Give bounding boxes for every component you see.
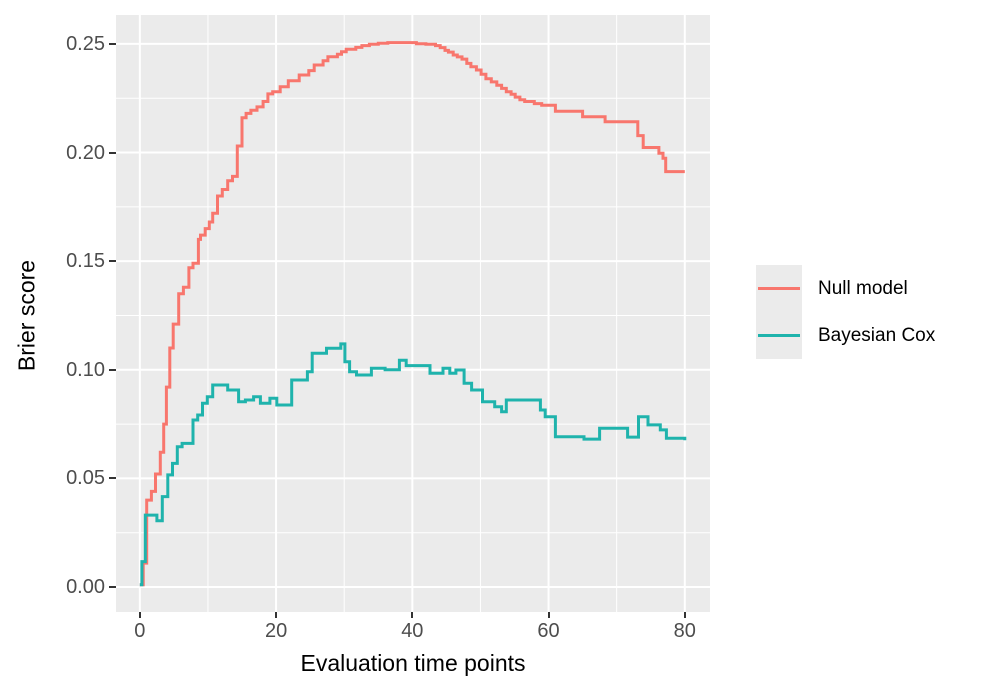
legend: Null model Bayesian Cox: [756, 265, 935, 359]
y-tick-label: 0.20: [66, 141, 105, 164]
y-tick-mark: [109, 260, 116, 263]
x-tick-label: 60: [537, 620, 560, 642]
legend-entry-null-model: Null model: [756, 265, 935, 312]
y-tick-label: 0.15: [66, 250, 105, 273]
y-tick-mark: [109, 151, 116, 154]
series-null-model: [139, 41, 685, 587]
legend-key-null-model: [756, 265, 802, 312]
y-tick-mark: [109, 368, 116, 371]
x-tick-mark: [138, 612, 141, 618]
y-tick-label: 0.05: [66, 467, 105, 490]
y-tick-label: 0.10: [66, 358, 105, 381]
y-axis-title: Brier score: [13, 259, 40, 372]
y-tick-label: 0.25: [66, 32, 105, 55]
series-bayesian-cox: [139, 342, 687, 587]
legend-entry-bayesian-cox: Bayesian Cox: [756, 312, 935, 359]
y-tick-mark: [109, 42, 116, 45]
null-model-line-swatch: [758, 287, 800, 290]
y-tick-mark: [109, 477, 116, 480]
legend-label-bayesian-cox: Bayesian Cox: [818, 324, 936, 346]
x-tick-label: 40: [401, 620, 424, 642]
y-tick-label: 0.00: [66, 576, 105, 599]
x-axis-title: Evaluation time points: [300, 650, 526, 676]
legend-key-bayesian-cox: [756, 312, 802, 359]
x-tick-mark: [683, 612, 686, 618]
legend-label-null-model: Null model: [818, 277, 908, 299]
x-tick-mark: [547, 612, 550, 618]
x-tick-label: 80: [673, 620, 696, 642]
x-tick-label: 0: [134, 620, 146, 642]
x-tick-mark: [411, 612, 414, 618]
plot-area-svg: [116, 15, 710, 612]
bayesian-cox-line-swatch: [758, 334, 800, 337]
x-tick-label: 20: [264, 620, 288, 642]
plot-panel: [116, 15, 710, 612]
x-tick-mark: [275, 612, 278, 618]
y-tick-mark: [109, 586, 116, 589]
